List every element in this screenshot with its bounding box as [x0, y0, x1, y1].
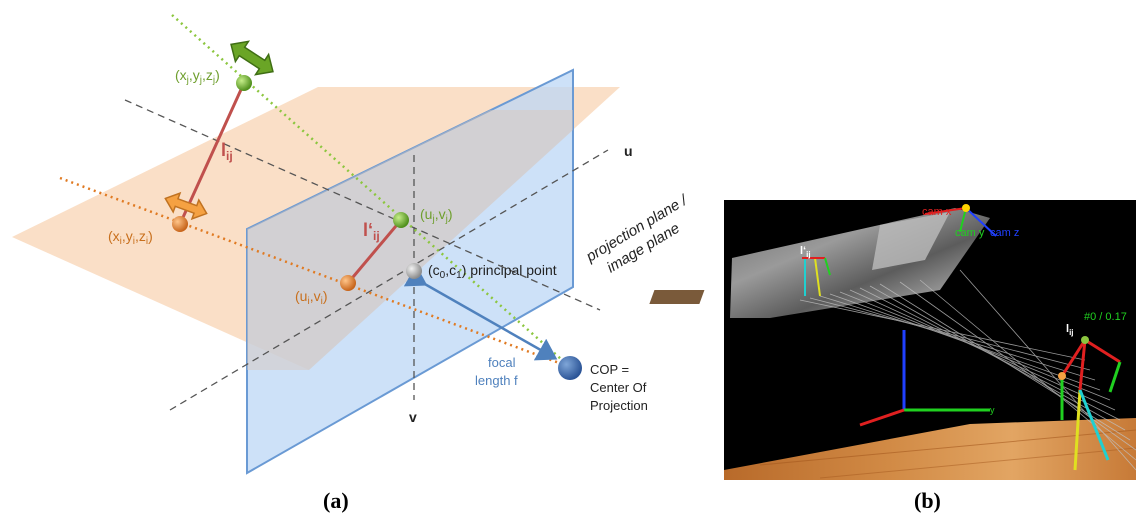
camera-image-table	[649, 290, 705, 304]
wood-grain-1	[759, 429, 1136, 466]
label-lij-prime: l‘ij	[363, 220, 380, 243]
label-uj: (uj,vj)	[420, 206, 452, 225]
focal-length-arrow	[403, 264, 558, 361]
label-xj: (xj,yj,zj)	[175, 67, 220, 86]
plane-label: projection plane / image plane	[582, 191, 691, 276]
panel-a: (xj,yj,zj) (xi,yi,zi) lij l‘ij (uj,vj) (…	[12, 14, 692, 513]
green-double-arrow	[230, 40, 274, 76]
principal-point-sphere	[406, 263, 422, 279]
label-principal-point: (c0,c1) principal point	[428, 262, 557, 281]
cam-axis-red	[924, 207, 967, 215]
image-lij-prime-label: l‘ij	[800, 245, 811, 259]
world-joint-orange	[1058, 372, 1066, 380]
cop-sphere	[558, 356, 582, 380]
ground-plane-overlap	[247, 110, 573, 370]
cam-y-label: cam y	[955, 227, 985, 239]
label-lij: lij	[221, 140, 233, 163]
joint-j-3d-sphere	[236, 75, 252, 91]
world-lij-label: lij	[1066, 323, 1074, 337]
caption-a: (a)	[323, 488, 349, 513]
caption-b: (b)	[914, 488, 941, 513]
camera-image-window	[872, 212, 950, 270]
world-skeleton	[1060, 338, 1122, 471]
cop-label-2: Center Of	[590, 380, 647, 395]
label-ui: (ui,vi)	[295, 288, 327, 307]
joint-i-3d-sphere	[172, 216, 188, 232]
wood-grain-2	[819, 447, 1136, 479]
joint-i-projected-sphere	[340, 275, 356, 291]
cam-axis-green	[959, 207, 967, 233]
focal-length-label-1: focal	[488, 355, 516, 370]
counter-label: #0 / 0.17	[1084, 311, 1127, 323]
axis-u-line	[169, 149, 609, 411]
projection-rays	[799, 269, 1136, 471]
image-skeleton	[802, 257, 831, 297]
cop-label-3: Projection	[590, 398, 648, 413]
limb-projected	[346, 219, 403, 284]
label-xi: (xi,yi,zi)	[108, 228, 153, 247]
cam-z-label: cam z	[990, 227, 1019, 239]
camera-center	[962, 204, 970, 212]
cam-x-label: cam x	[922, 206, 952, 218]
world-axis-red	[859, 408, 905, 427]
cam-axis-blue	[965, 207, 997, 237]
axis-v-label: v	[409, 409, 417, 425]
orange-double-arrow	[164, 191, 208, 221]
axis-u-label: u	[624, 143, 633, 159]
world-joint-green	[1081, 336, 1089, 344]
orange-ray	[59, 176, 571, 369]
focal-length-label-2: length f	[475, 373, 518, 388]
limb-3d	[178, 82, 246, 225]
cop-label-1: COP =	[590, 362, 629, 377]
joint-j-projected-sphere	[393, 212, 409, 228]
green-ray	[171, 14, 571, 368]
panel-b: cam x cam y cam z l‘ij y lij #0 / 0	[649, 200, 1136, 513]
world-axis-y-label: y	[990, 405, 995, 415]
